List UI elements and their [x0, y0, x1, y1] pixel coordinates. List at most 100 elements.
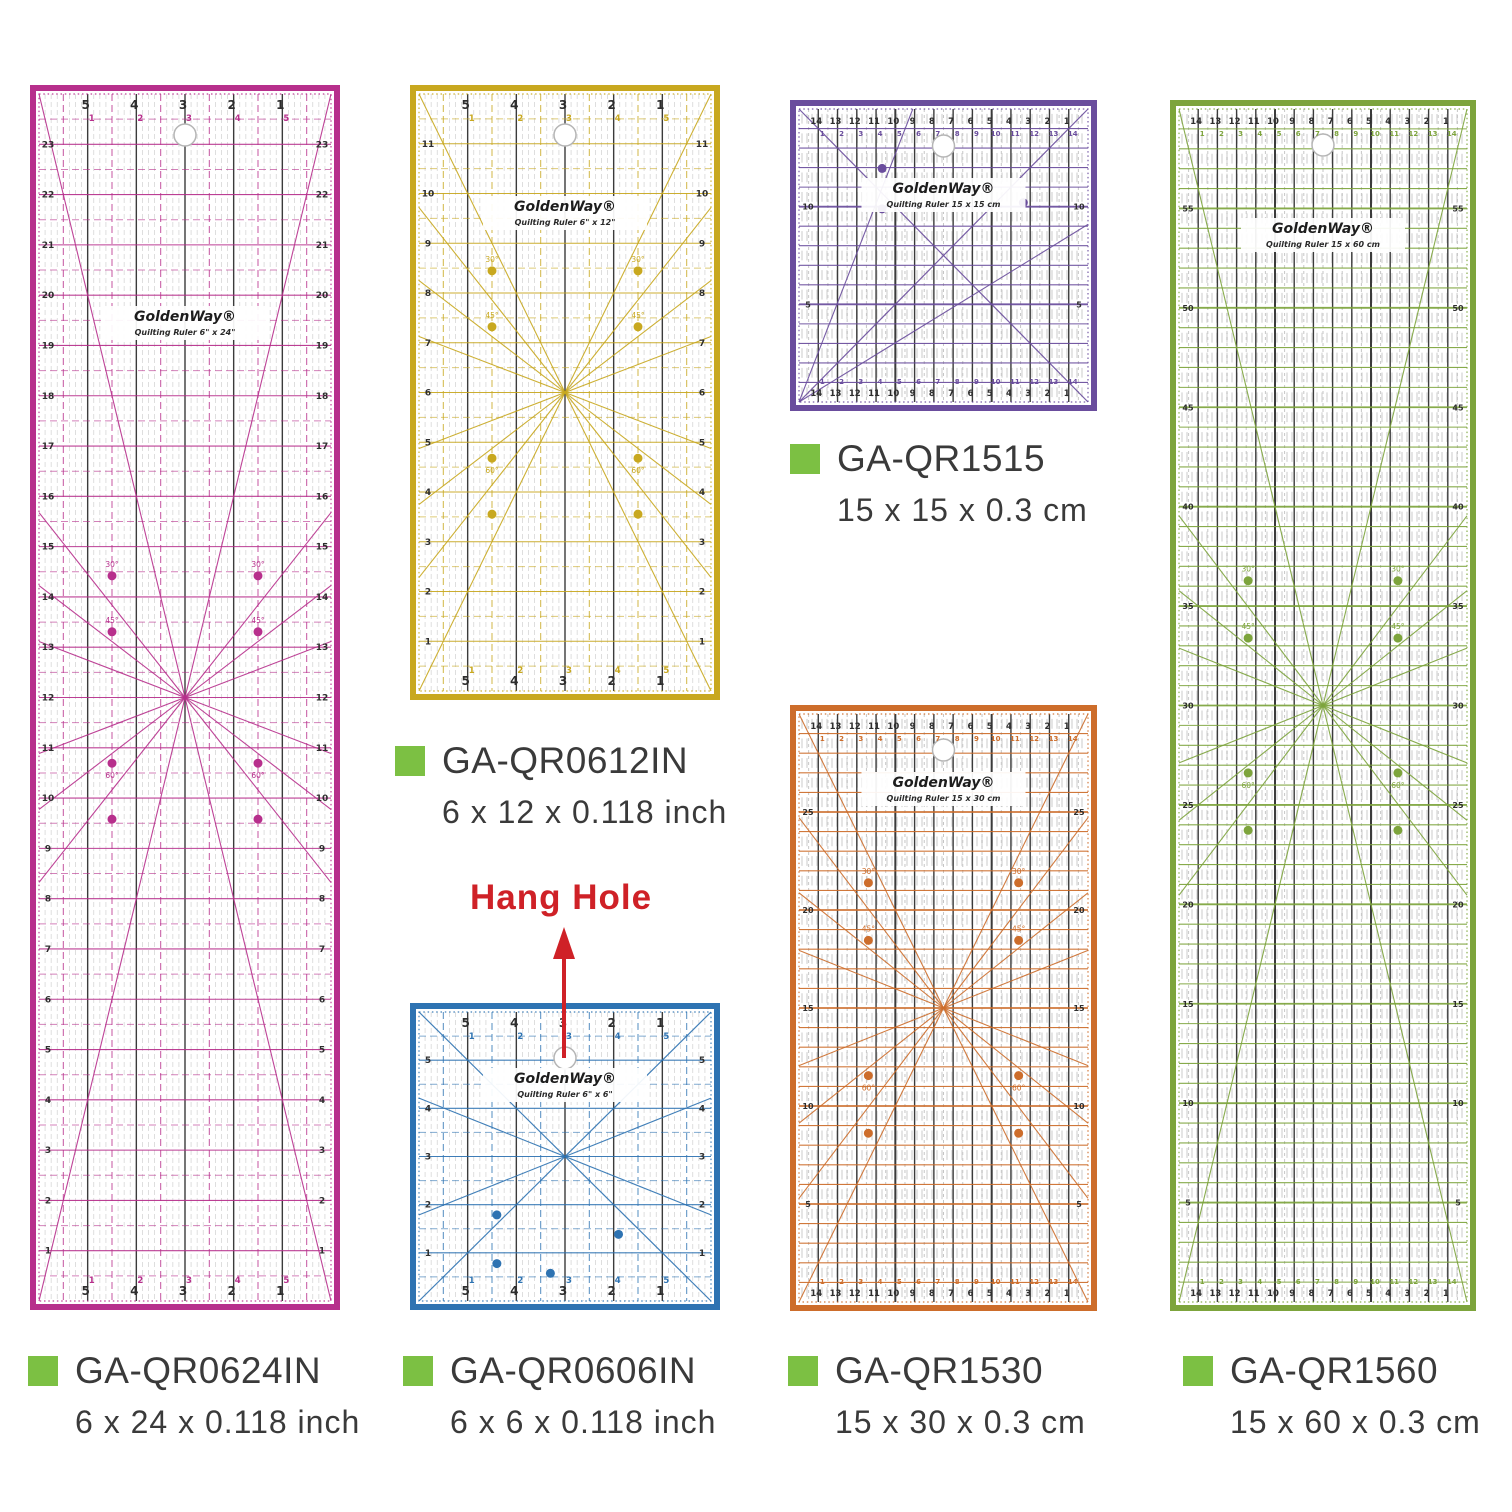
svg-text:5: 5 — [663, 114, 669, 124]
svg-text:2: 2 — [839, 1278, 844, 1286]
svg-text:45: 45 — [1452, 403, 1464, 412]
svg-text:7: 7 — [948, 722, 954, 732]
svg-text:14: 14 — [1190, 1289, 1202, 1299]
svg-text:1: 1 — [699, 1249, 705, 1259]
svg-text:7: 7 — [319, 945, 325, 955]
svg-text:3: 3 — [425, 1153, 431, 1163]
svg-text:8: 8 — [425, 289, 431, 299]
product-size: 15 x 15 x 0.3 cm — [837, 492, 1088, 528]
svg-text:1: 1 — [276, 98, 284, 112]
svg-text:45°: 45° — [251, 616, 265, 625]
svg-text:30°: 30° — [862, 867, 876, 876]
hang-hole-arrow-icon — [553, 927, 575, 1058]
svg-text:Quilting Ruler 15 x 30 cm: Quilting Ruler 15 x 30 cm — [887, 794, 1001, 803]
svg-text:5: 5 — [897, 735, 902, 743]
svg-text:4: 4 — [878, 735, 883, 743]
svg-text:1: 1 — [656, 1284, 664, 1298]
svg-text:8: 8 — [955, 378, 960, 386]
svg-text:12: 12 — [849, 389, 861, 399]
svg-text:16: 16 — [316, 492, 329, 502]
svg-text:5: 5 — [1076, 1200, 1082, 1209]
svg-text:4: 4 — [1006, 722, 1012, 732]
svg-text:8: 8 — [955, 735, 960, 743]
svg-text:10: 10 — [887, 117, 899, 127]
svg-text:1: 1 — [1200, 1278, 1205, 1286]
svg-text:55: 55 — [1182, 204, 1194, 213]
svg-text:4: 4 — [1385, 1289, 1391, 1299]
svg-text:8: 8 — [45, 895, 51, 905]
svg-text:5: 5 — [663, 1032, 669, 1042]
svg-text:16: 16 — [42, 492, 55, 502]
svg-text:5: 5 — [897, 1278, 902, 1286]
product-code: GA-QR1530 — [835, 1350, 1044, 1391]
svg-text:1: 1 — [820, 1278, 825, 1286]
svg-text:11: 11 — [1010, 735, 1020, 743]
svg-text:GoldenWay®: GoldenWay® — [514, 1071, 616, 1087]
svg-text:6: 6 — [1296, 130, 1301, 138]
ruler-graphic-ga-qr0624in: 30° 30° 45° 45° 60° 60° GoldenWay® Quilting Rul… — [30, 85, 340, 1310]
svg-text:3: 3 — [858, 378, 863, 386]
svg-text:2: 2 — [319, 1196, 325, 1206]
svg-text:8: 8 — [1334, 1278, 1339, 1286]
svg-text:12: 12 — [1029, 130, 1039, 138]
svg-text:7: 7 — [1315, 1278, 1320, 1286]
svg-text:12: 12 — [1409, 1278, 1419, 1286]
svg-text:1: 1 — [1064, 722, 1070, 732]
product-size: 15 x 60 x 0.3 cm — [1230, 1404, 1481, 1440]
bullet-icon — [1183, 1356, 1213, 1386]
svg-text:60°: 60° — [862, 1084, 876, 1093]
svg-text:11: 11 — [1248, 1289, 1260, 1299]
bullet-icon — [403, 1356, 433, 1386]
svg-text:4: 4 — [235, 114, 241, 124]
svg-text:9: 9 — [1289, 1289, 1295, 1299]
svg-text:2: 2 — [699, 1201, 705, 1211]
svg-text:45°: 45° — [631, 311, 645, 320]
svg-text:60°: 60° — [631, 466, 645, 475]
svg-text:2: 2 — [839, 130, 844, 138]
svg-text:9: 9 — [974, 130, 979, 138]
svg-text:10: 10 — [991, 378, 1001, 386]
svg-text:25: 25 — [1452, 801, 1464, 810]
svg-text:3: 3 — [699, 1153, 705, 1163]
svg-text:5: 5 — [283, 114, 289, 124]
svg-text:1: 1 — [656, 98, 664, 112]
svg-text:11: 11 — [1010, 378, 1020, 386]
svg-text:15: 15 — [316, 543, 329, 553]
svg-text:1: 1 — [699, 637, 705, 647]
svg-text:3: 3 — [1025, 117, 1031, 127]
svg-text:1: 1 — [45, 1247, 51, 1257]
svg-text:2: 2 — [607, 98, 615, 112]
svg-text:20: 20 — [1182, 900, 1194, 909]
svg-text:2: 2 — [1219, 1278, 1224, 1286]
svg-text:20: 20 — [802, 906, 814, 915]
svg-text:9: 9 — [319, 844, 325, 854]
product-code: GA-QR0624IN — [75, 1350, 322, 1391]
svg-text:7: 7 — [948, 1289, 954, 1299]
svg-text:5: 5 — [283, 1276, 289, 1286]
svg-text:9: 9 — [974, 735, 979, 743]
svg-text:2: 2 — [1045, 722, 1051, 732]
svg-text:8: 8 — [1308, 117, 1314, 127]
svg-text:10: 10 — [696, 190, 709, 200]
svg-text:9: 9 — [699, 239, 705, 249]
svg-text:Quilting Ruler 15 x 60 cm: Quilting Ruler 15 x 60 cm — [1266, 240, 1380, 249]
svg-text:10: 10 — [1452, 1099, 1464, 1108]
svg-text:10: 10 — [887, 389, 899, 399]
svg-text:1: 1 — [469, 114, 475, 124]
svg-text:3: 3 — [1404, 117, 1410, 127]
svg-text:2: 2 — [699, 588, 705, 598]
svg-text:45°: 45° — [1391, 622, 1405, 631]
svg-text:2: 2 — [1045, 117, 1051, 127]
svg-text:5: 5 — [805, 300, 811, 309]
svg-text:7: 7 — [699, 339, 705, 349]
svg-text:1: 1 — [469, 1276, 475, 1286]
svg-text:3: 3 — [186, 1276, 192, 1286]
svg-text:14: 14 — [1447, 1278, 1457, 1286]
svg-text:19: 19 — [316, 341, 329, 351]
svg-text:GoldenWay®: GoldenWay® — [892, 181, 994, 197]
svg-text:20: 20 — [1452, 900, 1464, 909]
svg-text:45°: 45° — [485, 311, 499, 320]
svg-text:2: 2 — [517, 114, 523, 124]
svg-text:15: 15 — [1452, 1000, 1464, 1009]
svg-text:17: 17 — [42, 442, 55, 452]
